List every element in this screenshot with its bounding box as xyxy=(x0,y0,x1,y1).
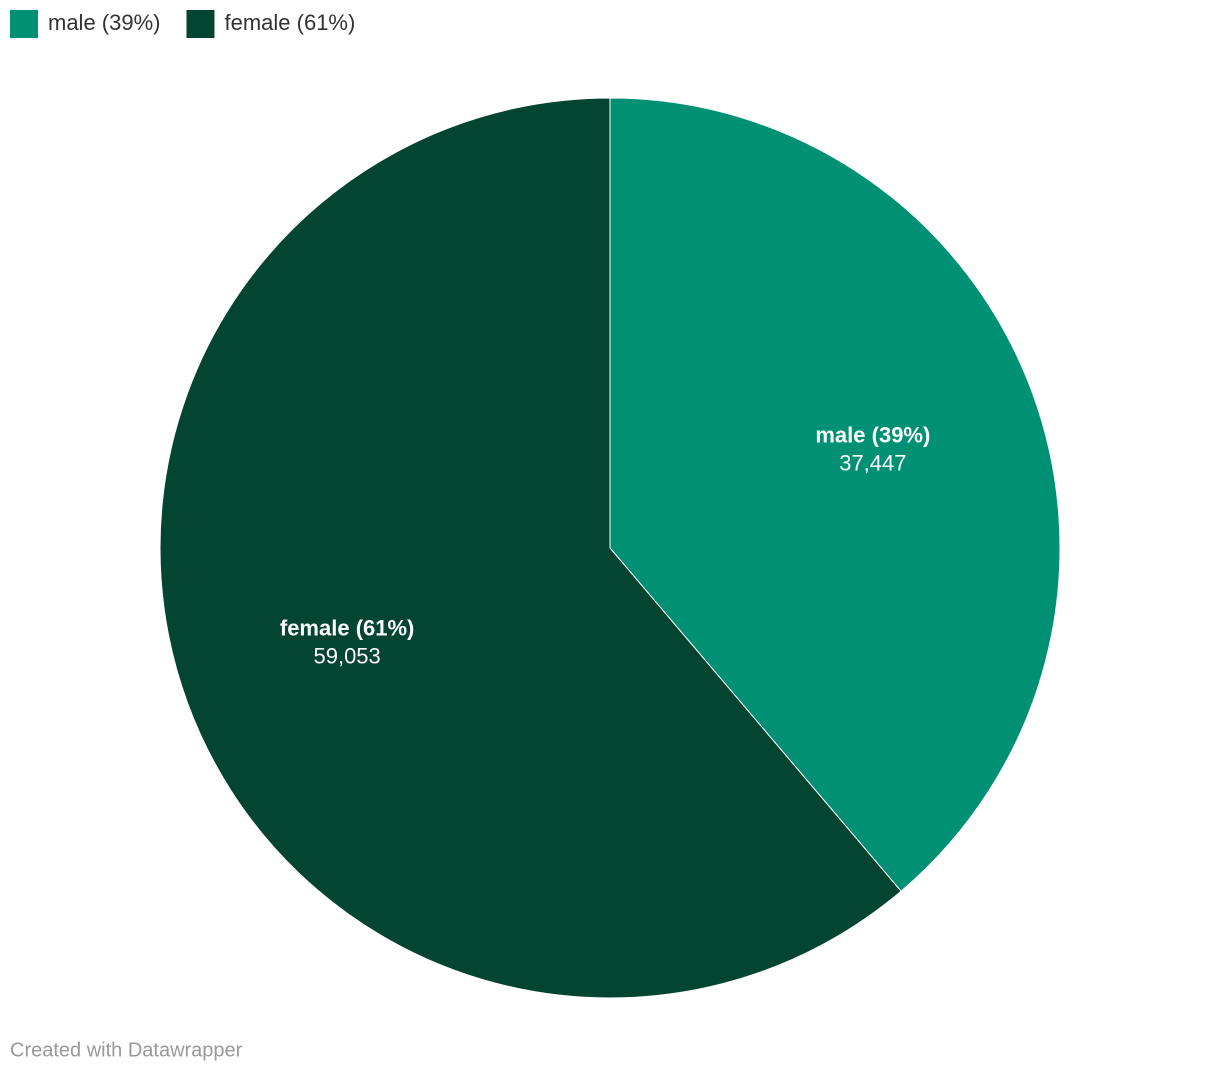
pie-slice xyxy=(159,97,902,999)
slice-label: male (39%) xyxy=(815,422,930,447)
slice-value: 59,053 xyxy=(313,643,380,668)
footer: Created with Datawrapper xyxy=(10,1039,243,1061)
legend-label: male (39%) xyxy=(48,10,160,35)
slice-value: 37,447 xyxy=(839,450,906,475)
legend-swatch xyxy=(10,10,38,38)
legend-swatch xyxy=(186,10,215,38)
slice-label: female (61%) xyxy=(280,615,415,640)
pie-slice xyxy=(609,97,1061,892)
legend-label: female (61%) xyxy=(224,10,355,35)
